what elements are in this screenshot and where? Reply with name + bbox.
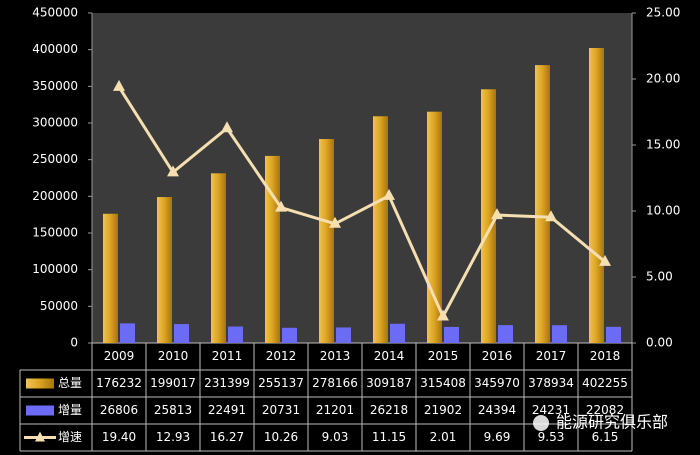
y-tick-label: 300000 <box>32 116 78 130</box>
bar <box>336 327 351 343</box>
legend-key <box>26 378 54 389</box>
bar <box>211 173 226 343</box>
x-tick-label: 2009 <box>104 349 135 363</box>
x-tick-label: 2011 <box>212 349 243 363</box>
table-cell: 16.27 <box>210 430 244 444</box>
table-cell: 26218 <box>370 403 408 417</box>
marker <box>545 210 557 222</box>
marker <box>437 309 449 321</box>
legend-label: 总量 <box>58 376 82 390</box>
y2-tick-label: 20.00 <box>646 72 680 86</box>
table-cell: 21201 <box>316 403 354 417</box>
legend-label: 增速 <box>58 430 82 444</box>
table-cell: 176232 <box>96 376 142 390</box>
bar <box>606 326 621 343</box>
x-tick-label: 2014 <box>374 349 405 363</box>
table-cell: 22082 <box>586 403 624 417</box>
bar <box>427 111 442 343</box>
table-cell: 9.69 <box>484 430 511 444</box>
bar <box>481 89 496 343</box>
table-cell: 21902 <box>424 403 462 417</box>
y2-tick-label: 10.00 <box>646 204 680 218</box>
x-tick-label: 2015 <box>428 349 459 363</box>
table-cell: 309187 <box>366 376 412 390</box>
legend-label: 增量 <box>58 403 82 417</box>
x-tick-label: 2017 <box>536 349 567 363</box>
table-cell: 12.93 <box>156 430 190 444</box>
table-cell: 20731 <box>262 403 300 417</box>
table-cell: 9.53 <box>538 430 565 444</box>
bar <box>589 48 604 343</box>
table-cell: 199017 <box>150 376 196 390</box>
table-cell: 6.15 <box>592 430 619 444</box>
bar <box>498 325 513 343</box>
marker <box>221 121 233 133</box>
y-tick-label: 0 <box>70 336 78 350</box>
y2-tick-label: 0.00 <box>646 336 673 350</box>
table-cell: 255137 <box>258 376 304 390</box>
bar <box>103 213 118 343</box>
table-cell: 9.03 <box>322 430 349 444</box>
x-tick-label: 2010 <box>158 349 189 363</box>
bar <box>319 139 334 343</box>
table-cell: 19.40 <box>102 430 136 444</box>
y-tick-label: 350000 <box>32 79 78 93</box>
x-tick-label: 2013 <box>320 349 351 363</box>
table-cell: 231399 <box>204 376 250 390</box>
marker <box>275 200 287 212</box>
table-cell: 25813 <box>154 403 192 417</box>
bar <box>444 326 459 343</box>
bar <box>282 327 297 343</box>
y-tick-label: 400000 <box>32 42 78 56</box>
table-cell: 24394 <box>478 403 516 417</box>
legend-key <box>35 431 45 442</box>
table-cell: 22491 <box>208 403 246 417</box>
bar <box>535 65 550 344</box>
y-tick-label: 200000 <box>32 189 78 203</box>
y-tick-label: 150000 <box>32 226 78 240</box>
bar <box>157 197 172 343</box>
table-cell: 26806 <box>100 403 138 417</box>
watermark-icon <box>533 415 549 431</box>
bar <box>552 325 567 343</box>
table-cell: 345970 <box>474 376 520 390</box>
marker <box>167 165 179 177</box>
marker <box>329 216 341 228</box>
x-tick-label: 2016 <box>482 349 513 363</box>
watermark: 能源研究俱乐部 <box>556 413 668 432</box>
bar <box>228 326 243 343</box>
table-cell: 2.01 <box>430 430 457 444</box>
y-tick-label: 450000 <box>32 6 78 20</box>
y-tick-label: 250000 <box>32 152 78 166</box>
bar <box>174 324 189 343</box>
y2-tick-label: 15.00 <box>646 138 680 152</box>
legend-key <box>26 405 54 416</box>
marker <box>491 208 503 220</box>
bar <box>373 116 388 343</box>
y2-tick-label: 25.00 <box>646 6 680 20</box>
table-cell: 315408 <box>420 376 466 390</box>
marker <box>383 188 395 200</box>
line <box>117 86 606 320</box>
table-cell: 278166 <box>312 376 358 390</box>
bar <box>265 155 280 343</box>
marker <box>113 79 125 91</box>
table-cell: 378934 <box>528 376 574 390</box>
table-cell: 402255 <box>582 376 628 390</box>
y2-tick-label: 5.00 <box>646 270 673 284</box>
table-cell: 24231 <box>532 403 570 417</box>
x-tick-label: 2018 <box>590 349 621 363</box>
y-tick-label: 100000 <box>32 262 78 276</box>
y-tick-label: 50000 <box>40 299 78 313</box>
table-cell: 10.26 <box>264 430 298 444</box>
plot-area <box>92 13 632 343</box>
marker <box>599 254 611 266</box>
bar <box>120 323 135 343</box>
table-cell: 11.15 <box>372 430 406 444</box>
x-tick-label: 2012 <box>266 349 297 363</box>
bar <box>390 323 405 343</box>
